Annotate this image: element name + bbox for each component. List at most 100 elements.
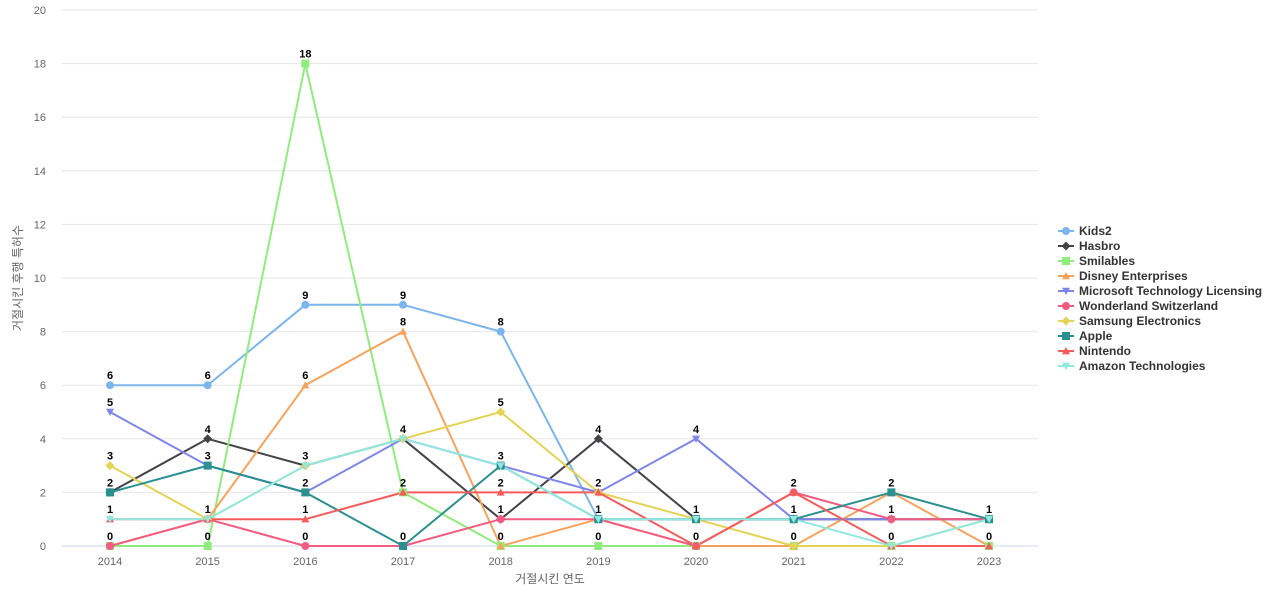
legend-item[interactable]: Samsung Electronics: [1058, 314, 1201, 328]
legend-item[interactable]: Amazon Technologies: [1058, 359, 1206, 373]
legend-item[interactable]: Nintendo: [1058, 344, 1131, 358]
data-label: 0: [107, 531, 113, 543]
legend-item[interactable]: Kids2: [1058, 224, 1112, 238]
series-markers: [105, 59, 994, 551]
x-tick-label: 2017: [391, 556, 415, 568]
y-tick-label: 16: [34, 112, 46, 124]
data-label: 5: [107, 397, 113, 409]
data-point: [301, 488, 310, 497]
data-point: [496, 462, 505, 470]
legend-symbol: [1062, 227, 1070, 235]
legend-symbol: [1062, 257, 1070, 265]
legend-item[interactable]: Wonderland Switzerland: [1058, 299, 1218, 313]
data-point: [399, 300, 408, 309]
x-tick-label: 2014: [98, 556, 122, 568]
legend-symbol: [1061, 316, 1071, 326]
data-point: [301, 542, 310, 550]
legend-label: Kids2: [1079, 224, 1112, 238]
data-point: [106, 488, 114, 497]
data-point: [594, 516, 603, 524]
data-label: 8: [498, 317, 504, 329]
data-label: 1: [986, 504, 992, 516]
data-label: 3: [205, 451, 211, 463]
data-point: [105, 461, 115, 471]
legend-label: Wonderland Switzerland: [1079, 299, 1218, 313]
data-label: 1: [205, 504, 211, 516]
y-tick-label: 12: [34, 219, 46, 231]
data-point: [496, 327, 505, 336]
data-label: 1: [693, 504, 699, 516]
legend-symbol: [1062, 272, 1070, 280]
data-label: 18: [299, 49, 311, 61]
x-tick-label: 2018: [488, 556, 512, 568]
y-axis-ticks: 0 2 4 6 8 10 12 14 16 18 20: [34, 5, 46, 553]
legend-item[interactable]: Disney Enterprises: [1058, 269, 1188, 283]
y-tick-label: 14: [34, 166, 46, 178]
data-point: [301, 515, 310, 523]
data-point: [399, 435, 408, 443]
data-label: 0: [498, 531, 504, 543]
y-tick-label: 20: [34, 5, 46, 17]
data-point: [496, 542, 505, 550]
data-point: [301, 381, 310, 389]
data-label: 9: [400, 290, 406, 302]
y-tick-label: 18: [34, 59, 46, 71]
legend-label: Apple: [1079, 329, 1113, 343]
series-line: [110, 303, 990, 521]
series-line: [110, 437, 990, 547]
data-label: 0: [205, 531, 211, 543]
data-point: [692, 516, 701, 524]
data-point: [594, 542, 603, 550]
data-point: [496, 488, 505, 496]
x-tick-label: 2016: [293, 556, 317, 568]
x-tick-label: 2023: [977, 556, 1001, 568]
data-point: [496, 515, 505, 524]
data-label: 6: [302, 370, 308, 382]
data-label: 1: [888, 504, 894, 516]
legend-label: Nintendo: [1079, 344, 1131, 358]
data-label: 2: [498, 477, 504, 489]
data-label: 2: [595, 477, 601, 489]
x-tick-label: 2019: [586, 556, 610, 568]
data-label: 4: [595, 424, 602, 436]
data-label: 1: [791, 504, 797, 516]
data-point: [692, 542, 701, 550]
data-label: 0: [986, 531, 992, 543]
y-tick-label: 4: [40, 434, 46, 446]
data-point: [789, 516, 798, 524]
data-point: [985, 516, 994, 524]
data-label: 6: [107, 370, 113, 382]
x-tick-label: 2022: [879, 556, 903, 568]
y-tick-label: 6: [40, 380, 46, 392]
data-point: [887, 515, 896, 524]
data-label: 0: [791, 531, 797, 543]
data-point: [789, 488, 798, 496]
data-label: 4: [205, 424, 212, 436]
legend-item[interactable]: Microsoft Technology Licensing: [1058, 284, 1262, 298]
data-label: 2: [400, 477, 406, 489]
data-point: [106, 408, 114, 416]
legend-symbol: [1062, 302, 1070, 310]
legend-label: Amazon Technologies: [1079, 359, 1206, 373]
legend-symbol: [1062, 287, 1070, 295]
legend-label: Smilables: [1079, 254, 1135, 268]
x-tick-label: 2020: [684, 556, 708, 568]
data-label: 4: [400, 424, 407, 436]
legend-item[interactable]: Hasbro: [1058, 239, 1120, 253]
y-tick-label: 8: [40, 327, 46, 339]
legend-item[interactable]: Apple: [1058, 329, 1113, 343]
data-point: [594, 488, 603, 496]
data-point: [887, 542, 896, 550]
data-point: [106, 542, 114, 550]
series-line: [109, 464, 990, 547]
x-axis-title: 거절시킨 연도: [515, 572, 585, 586]
data-label: 9: [302, 290, 308, 302]
data-point: [399, 488, 408, 496]
legend-symbol: [1062, 362, 1070, 370]
legend-symbol: [1061, 241, 1071, 251]
data-label: 1: [302, 504, 308, 516]
data-label: 3: [498, 451, 504, 463]
data-labels: 6532106431018963210984208532104210410210…: [107, 49, 992, 543]
data-label: 3: [107, 451, 113, 463]
legend-item[interactable]: Smilables: [1058, 254, 1135, 268]
